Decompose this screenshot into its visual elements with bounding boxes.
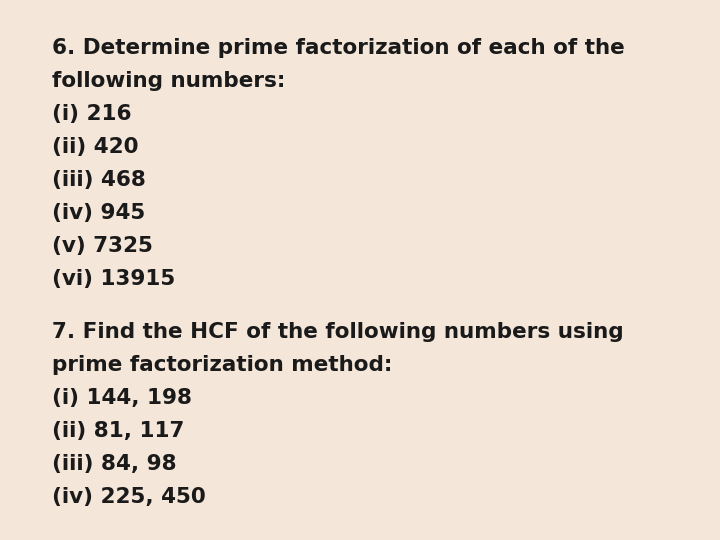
Text: (iii) 84, 98: (iii) 84, 98 bbox=[52, 454, 176, 474]
Text: (v) 7325: (v) 7325 bbox=[52, 236, 153, 256]
Text: (iv) 945: (iv) 945 bbox=[52, 203, 145, 223]
Text: following numbers:: following numbers: bbox=[52, 71, 285, 91]
Text: (iv) 225, 450: (iv) 225, 450 bbox=[52, 487, 206, 507]
Text: 6. Determine prime factorization of each of the: 6. Determine prime factorization of each… bbox=[52, 38, 625, 58]
Text: (i) 144, 198: (i) 144, 198 bbox=[52, 388, 192, 408]
Text: 7. Find the HCF of the following numbers using: 7. Find the HCF of the following numbers… bbox=[52, 322, 624, 342]
Text: (ii) 81, 117: (ii) 81, 117 bbox=[52, 421, 184, 441]
Text: (vi) 13915: (vi) 13915 bbox=[52, 269, 175, 289]
Text: prime factorization method:: prime factorization method: bbox=[52, 355, 392, 375]
Text: (i) 216: (i) 216 bbox=[52, 104, 132, 124]
Text: (ii) 420: (ii) 420 bbox=[52, 137, 138, 157]
Text: (iii) 468: (iii) 468 bbox=[52, 170, 146, 190]
